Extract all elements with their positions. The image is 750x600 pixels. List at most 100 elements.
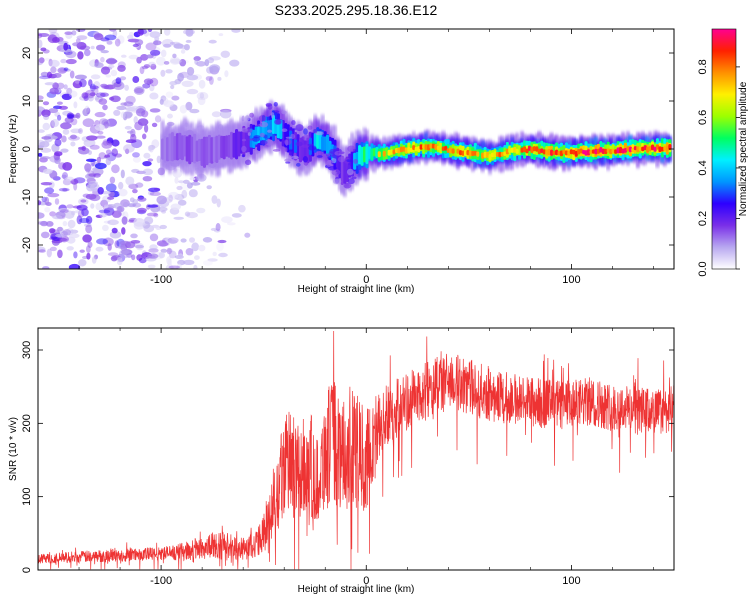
noise-blob (40, 231, 50, 239)
ridge-cell (449, 147, 453, 154)
noise-blob (149, 84, 155, 92)
noise-blob (134, 244, 144, 249)
noise-blob (65, 50, 77, 59)
ridge-cell (422, 144, 426, 149)
transition-blob (291, 120, 296, 126)
noise-blob (196, 61, 206, 67)
transition-blob (316, 155, 323, 158)
ridge-cell (318, 131, 322, 150)
noise-blob (106, 57, 117, 65)
noise-blob (124, 84, 129, 91)
noise-blob (111, 148, 118, 157)
ridge-cell (547, 149, 551, 156)
noise-blob (88, 79, 93, 87)
noise-blob (174, 177, 179, 184)
noise-blob (89, 92, 96, 97)
transition-blob (307, 125, 313, 130)
noise-blob (48, 29, 58, 34)
transition-blob (245, 159, 252, 166)
noise-blob (118, 181, 124, 190)
noise-blob (79, 78, 87, 88)
noise-blob (147, 158, 154, 162)
noise-blob (68, 263, 81, 269)
transition-blob (267, 104, 273, 110)
noise-blob (53, 73, 62, 78)
transition-blob (347, 178, 355, 185)
ridge-cell (584, 150, 588, 156)
ridge-cell (463, 149, 467, 157)
noise-blob (170, 203, 182, 211)
transition-blob (267, 129, 273, 133)
noise-blob (49, 246, 57, 252)
noise-blob (178, 180, 185, 184)
noise-blob (130, 233, 138, 239)
noise-blob (111, 164, 120, 174)
noise-blob (207, 258, 218, 262)
noise-blob (43, 114, 49, 120)
ridge-cell (587, 149, 591, 156)
noise-blob (169, 56, 181, 65)
ridge-cell (188, 134, 192, 165)
noise-blob (205, 76, 213, 81)
noise-blob (111, 210, 122, 218)
noise-blob (181, 80, 194, 88)
ridge-cell (651, 144, 655, 151)
noise-blob (173, 216, 184, 220)
noise-blob (189, 177, 196, 181)
noise-blob (65, 176, 74, 181)
noise-blob (114, 38, 121, 47)
colorbar-tick-label: 0.8 (697, 59, 709, 74)
noise-blob (105, 210, 114, 216)
transition-blob (248, 138, 254, 141)
noise-blob (209, 64, 221, 73)
noise-blob (226, 222, 236, 226)
ridge-cell (166, 137, 170, 162)
ridge-cell (582, 149, 586, 155)
noise-blob (148, 61, 156, 67)
ridge-cell (414, 146, 418, 152)
snr-y-tick-label: 0 (21, 567, 33, 573)
colorbar-tick-label: 0.6 (697, 110, 709, 125)
noise-blob (38, 59, 44, 66)
ridge-cell (498, 151, 502, 158)
noise-blob (218, 33, 224, 37)
transition-blob (321, 153, 331, 157)
noise-blob (69, 70, 75, 79)
noise-blob (94, 62, 104, 68)
spectrogram-y-tick-label: 0 (21, 146, 33, 152)
noise-blob (216, 242, 224, 252)
ridge-cell (577, 149, 581, 155)
noise-blob (90, 74, 101, 80)
noise-blob (56, 101, 63, 105)
ridge-cell (643, 145, 647, 151)
noise-blob (38, 57, 45, 64)
transition-blob (328, 165, 337, 171)
noise-blob (197, 96, 206, 106)
ridge-cell (619, 146, 623, 154)
noise-blob (62, 229, 71, 236)
transition-blob (259, 132, 265, 138)
ridge-cell (200, 138, 204, 166)
noise-blob (147, 204, 159, 208)
ridge-cell (481, 152, 485, 159)
ridge-cell (658, 146, 662, 153)
noise-blob (99, 212, 108, 218)
ridge-cell (599, 147, 603, 153)
transition-blob (351, 176, 357, 180)
noise-blob (101, 140, 113, 149)
noise-blob (43, 168, 53, 174)
spectrogram-y-tick-label: -10 (21, 189, 33, 205)
noise-blob (49, 228, 56, 234)
snr-x-tick-label: 0 (363, 575, 369, 587)
ridge-cell (161, 138, 165, 160)
ridge-cell (466, 150, 470, 156)
transition-blob (312, 128, 318, 134)
noise-blob (58, 187, 70, 192)
noise-blob (132, 199, 138, 205)
noise-blob (84, 105, 90, 114)
noise-blob (238, 204, 246, 213)
noise-blob (160, 49, 167, 58)
noise-blob (123, 144, 135, 153)
noise-blob (169, 41, 175, 45)
